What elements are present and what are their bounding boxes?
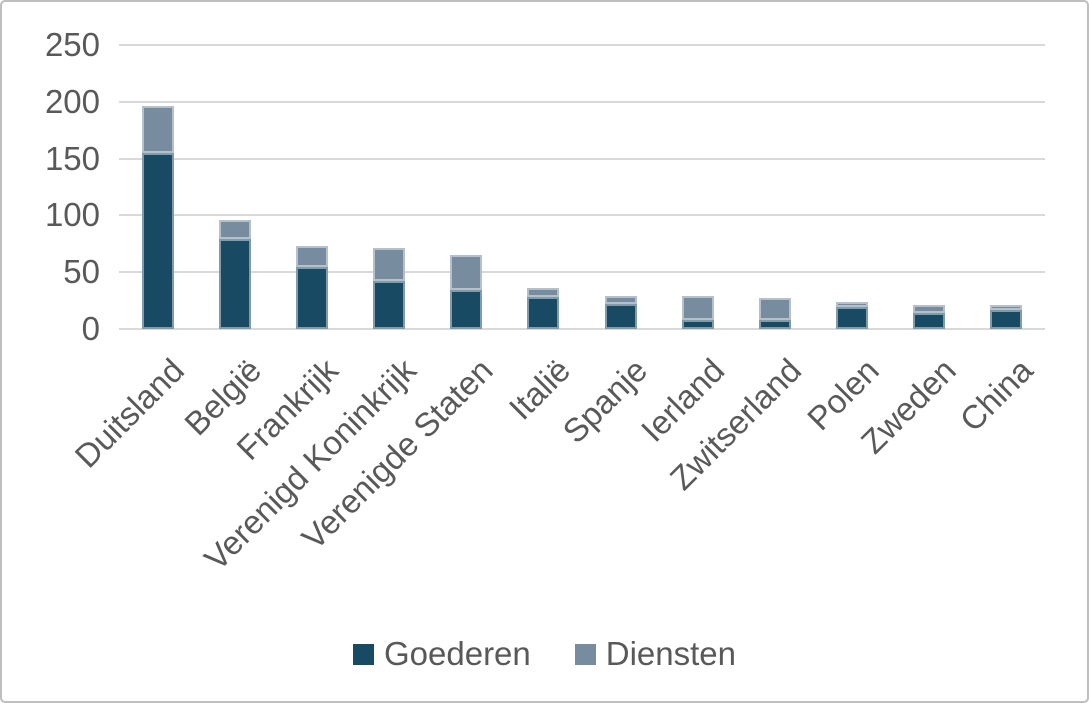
bar-frankrijk	[295, 246, 328, 329]
gridline-100	[119, 214, 1045, 217]
bar-zwitserland	[758, 298, 791, 329]
bar-segment-goederen	[527, 297, 560, 329]
bar-belgië	[218, 219, 251, 329]
gridline-150	[119, 157, 1045, 160]
bar-segment-goederen	[990, 309, 1023, 329]
bar-segment-goederen	[604, 304, 637, 329]
y-tick-label: 100	[44, 196, 100, 234]
gridline-50	[119, 271, 1045, 274]
bar-segment-goederen	[913, 313, 946, 329]
legend: Goederen Diensten	[2, 635, 1087, 673]
bar-segment-diensten	[990, 305, 1023, 310]
legend-swatch-diensten	[574, 643, 596, 665]
bar-segment-diensten	[141, 106, 174, 153]
plot-area	[119, 44, 1045, 330]
legend-item-diensten: Diensten	[574, 635, 737, 673]
bar-segment-goederen	[758, 319, 791, 329]
bar-duitsland	[141, 106, 174, 329]
bar-segment-diensten	[295, 246, 328, 267]
bar-segment-goederen	[450, 290, 483, 329]
bar-segment-diensten	[836, 301, 869, 308]
bar-segment-goederen	[141, 152, 174, 329]
bar-segment-goederen	[681, 319, 714, 329]
bar-segment-diensten	[373, 248, 406, 282]
legend-item-goederen: Goederen	[352, 635, 531, 673]
bar-segment-goederen	[218, 239, 251, 329]
bar-verenigde-staten	[450, 255, 483, 329]
bar-china	[990, 305, 1023, 329]
y-tick-label: 200	[44, 82, 100, 120]
bar-segment-diensten	[450, 255, 483, 291]
bar-segment-goederen	[295, 266, 328, 329]
x-category-label: China	[952, 351, 1040, 439]
y-tick-label: 250	[44, 26, 100, 63]
legend-label: Diensten	[605, 635, 737, 672]
bar-zweden	[913, 305, 946, 329]
bar-spanje	[604, 296, 637, 329]
legend-swatch-goederen	[352, 643, 374, 665]
gridline-250	[119, 44, 1045, 46]
bar-polen	[836, 301, 869, 329]
bar-segment-goederen	[373, 281, 406, 329]
legend-label: Goederen	[383, 635, 531, 672]
y-tick-label: 0	[81, 310, 100, 347]
bar-verenigd-koninkrijk	[373, 248, 406, 329]
bar-segment-diensten	[681, 296, 714, 320]
bar-segment-diensten	[758, 298, 791, 320]
bar-segment-diensten	[604, 296, 637, 305]
bar-segment-diensten	[913, 305, 946, 314]
gridline-200	[119, 100, 1045, 103]
bar-segment-diensten	[218, 219, 251, 240]
bar-segment-diensten	[527, 288, 560, 298]
bar-segment-goederen	[836, 307, 869, 329]
y-tick-label: 150	[44, 139, 100, 177]
x-category-label: Duitsland	[67, 351, 192, 475]
x-category-label: Spanje	[555, 351, 655, 451]
bar-ierland	[681, 296, 714, 329]
y-tick-label: 50	[63, 253, 100, 291]
bar-italië	[527, 288, 560, 329]
gridline-0	[119, 328, 1045, 330]
